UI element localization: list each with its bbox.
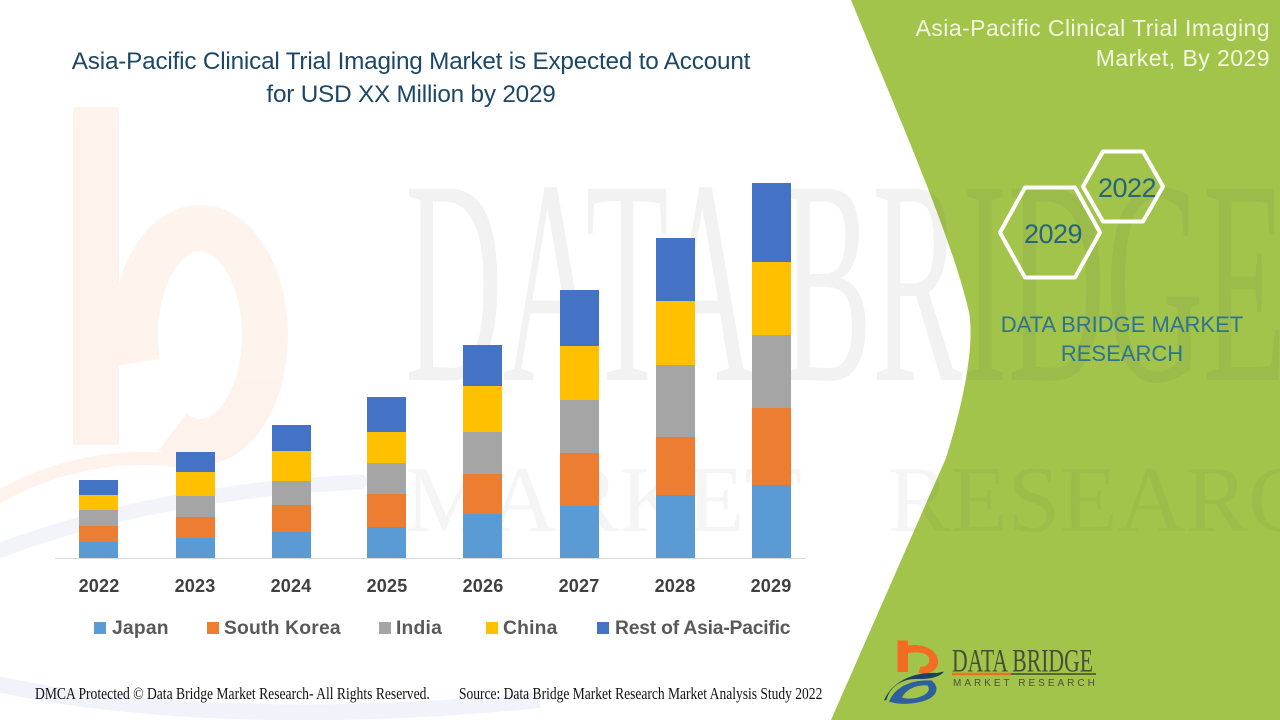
svg-text:MARKET RESEARCH: MARKET RESEARCH [953,678,1098,689]
